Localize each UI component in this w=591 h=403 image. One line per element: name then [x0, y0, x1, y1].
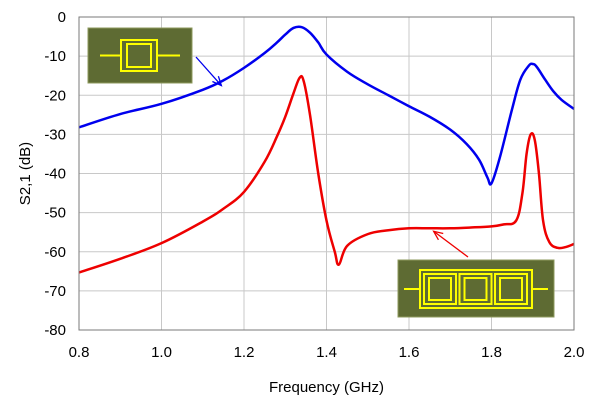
x-tick-label: 2.0 — [564, 344, 585, 361]
series-line-red — [78, 74, 575, 274]
single-resonator-inset — [87, 27, 193, 84]
plot-frame — [78, 16, 575, 331]
x-tick-label: 1.4 — [316, 344, 337, 361]
y-tick-label: 0 — [58, 9, 66, 26]
x-tick-label: 1.8 — [481, 344, 502, 361]
y-tick-label: -80 — [44, 322, 66, 339]
y-tick-label: -70 — [44, 283, 66, 300]
y-axis-label: S2,1 (dB) — [17, 142, 34, 205]
grid — [79, 17, 574, 330]
annotations — [87, 27, 555, 318]
y-tick-label: -40 — [44, 166, 66, 183]
x-axis-label: Frequency (GHz) — [269, 379, 384, 396]
triple-resonator-inset — [397, 259, 555, 318]
series-layer — [78, 25, 575, 274]
x-tick-label: 1.2 — [234, 344, 255, 361]
y-tick-label: -50 — [44, 205, 66, 222]
x-tick-label: 1.0 — [151, 344, 172, 361]
y-tick-label: -60 — [44, 244, 66, 261]
annotation-arrow-red — [432, 230, 469, 258]
x-tick-label: 0.8 — [69, 344, 90, 361]
series-line-blue — [78, 25, 575, 186]
y-tick-label: -10 — [44, 48, 66, 65]
y-tick-label: -30 — [44, 126, 66, 143]
y-tick-label: -20 — [44, 87, 66, 104]
annotation-arrow-blue — [195, 56, 223, 87]
x-tick-label: 1.6 — [399, 344, 420, 361]
tick-labels: 0.8 1.0 1.2 1.4 1.6 1.8 2.0 0 -10 -20 -30 -40 -50 -60… — [44, 9, 584, 361]
